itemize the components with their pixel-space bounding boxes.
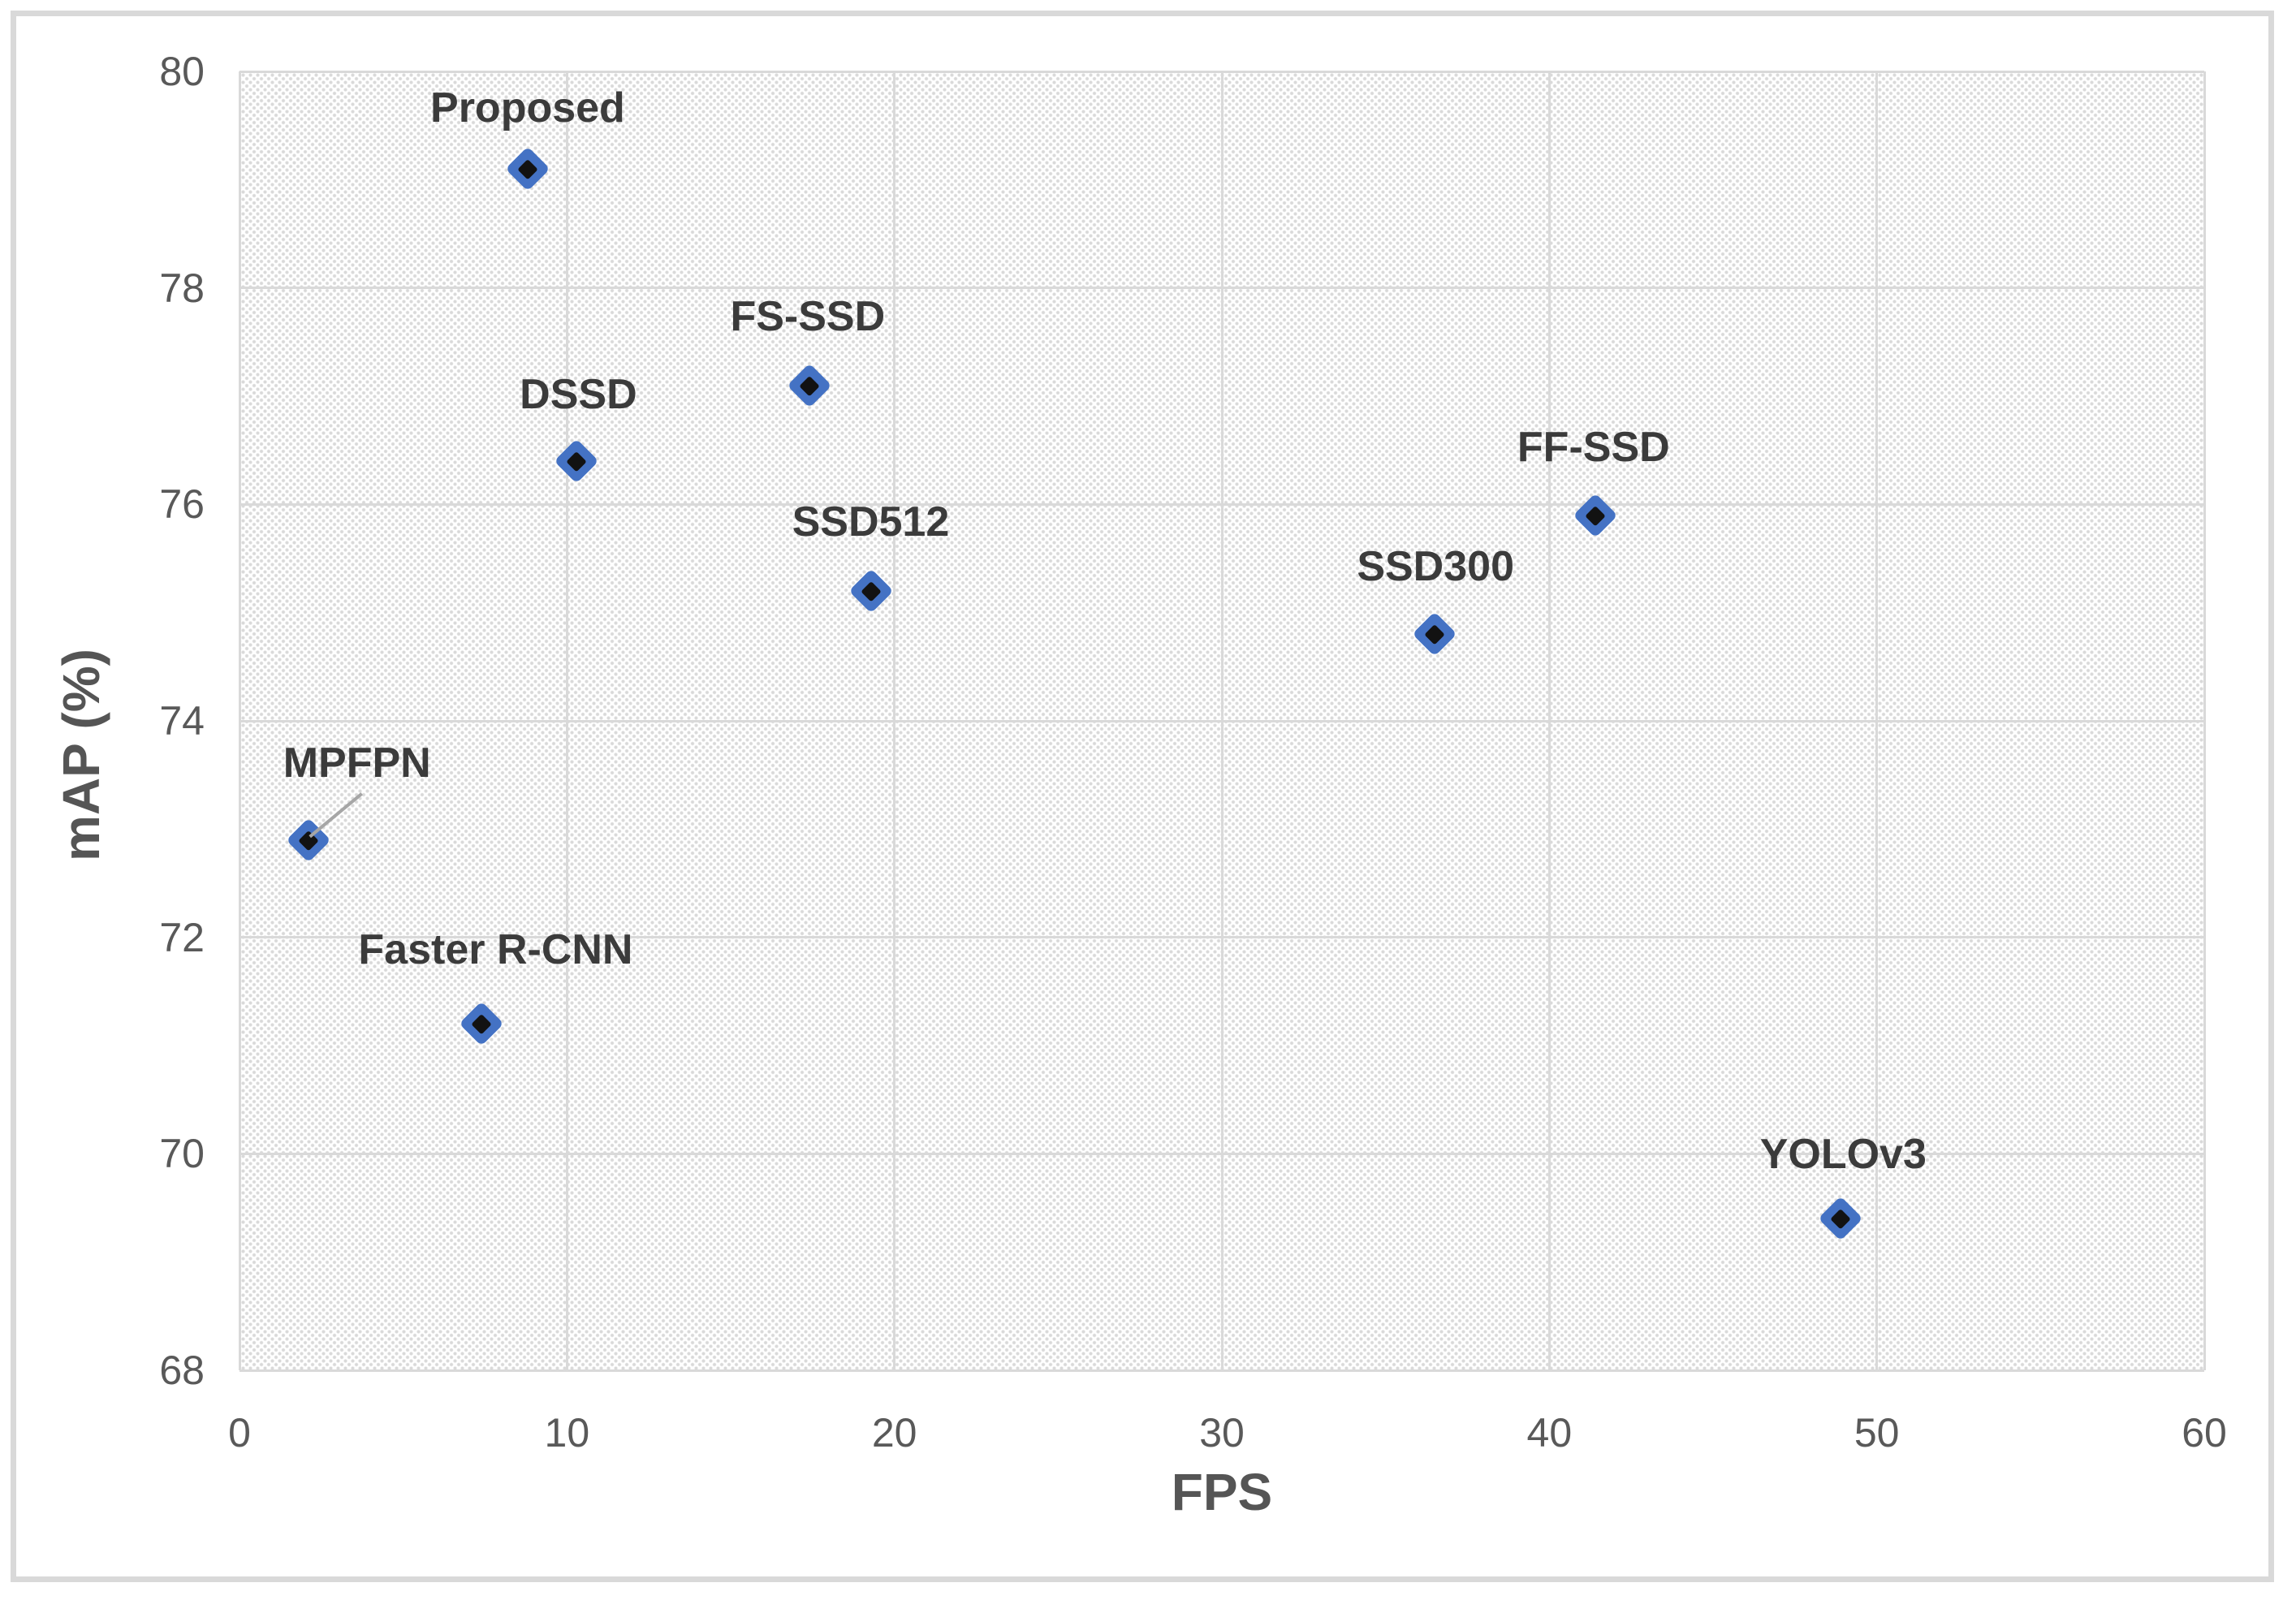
gridline-y-78 [240, 287, 2204, 290]
data-point-label-dssd: DSSD [520, 371, 637, 418]
data-point-label-faster-r-cnn: Faster R-CNN [358, 926, 633, 974]
gridline-y-76 [240, 502, 2204, 506]
x-tick-label-50: 50 [1854, 1410, 1900, 1456]
data-point-marker-core-fs-ssd [799, 374, 820, 396]
gridline-y-68 [240, 1369, 2204, 1372]
y-tick-label-70: 70 [159, 1131, 205, 1177]
data-point-label-yolov3: YOLOv3 [1759, 1131, 1927, 1179]
y-tick-label-74: 74 [159, 698, 205, 744]
x-tick-label-20: 20 [871, 1410, 917, 1456]
data-point-label-ff-ssd: FF-SSD [1517, 423, 1670, 471]
y-tick-label-80: 80 [159, 49, 205, 94]
x-tick-label-40: 40 [1526, 1410, 1573, 1456]
y-axis-title: mAP (%) [52, 649, 110, 861]
data-point-label-proposed: Proposed [430, 84, 625, 132]
y-tick-label-68: 68 [159, 1348, 205, 1393]
data-point-marker-core-ssd300 [1424, 623, 1445, 645]
data-point-marker-core-proposed [517, 158, 538, 179]
data-point-marker-core-ssd512 [861, 580, 883, 602]
data-point-marker-core-dssd [566, 451, 588, 472]
y-tick-label-72: 72 [159, 914, 205, 960]
data-point-marker-core-faster-r-cnn [471, 1013, 493, 1035]
data-point-marker-core-ff-ssd [1585, 504, 1606, 526]
x-tick-label-0: 0 [228, 1410, 251, 1456]
y-tick-label-76: 76 [159, 481, 205, 528]
data-point-label-mpfpn: MPFPN [283, 739, 431, 787]
gridline-y-74 [240, 719, 2204, 722]
data-point-label-ssd300: SSD300 [1357, 543, 1514, 591]
gridline-y-70 [240, 1152, 2204, 1155]
gridline-x-60 [2203, 71, 2206, 1370]
x-tick-label-60: 60 [2182, 1410, 2227, 1456]
x-axis-title: FPS [1171, 1463, 1273, 1521]
y-tick-label-78: 78 [159, 265, 205, 311]
x-tick-label-10: 10 [544, 1410, 590, 1456]
data-point-label-ssd512: SSD512 [792, 498, 950, 546]
gridline-y-80 [240, 70, 2204, 73]
x-tick-label-30: 30 [1199, 1410, 1245, 1456]
data-point-marker-core-mpfpn [297, 829, 319, 851]
data-point-label-fs-ssd: FS-SSD [730, 292, 886, 340]
data-point-marker-core-yolov3 [1830, 1208, 1852, 1230]
gridline-y-72 [240, 936, 2204, 939]
